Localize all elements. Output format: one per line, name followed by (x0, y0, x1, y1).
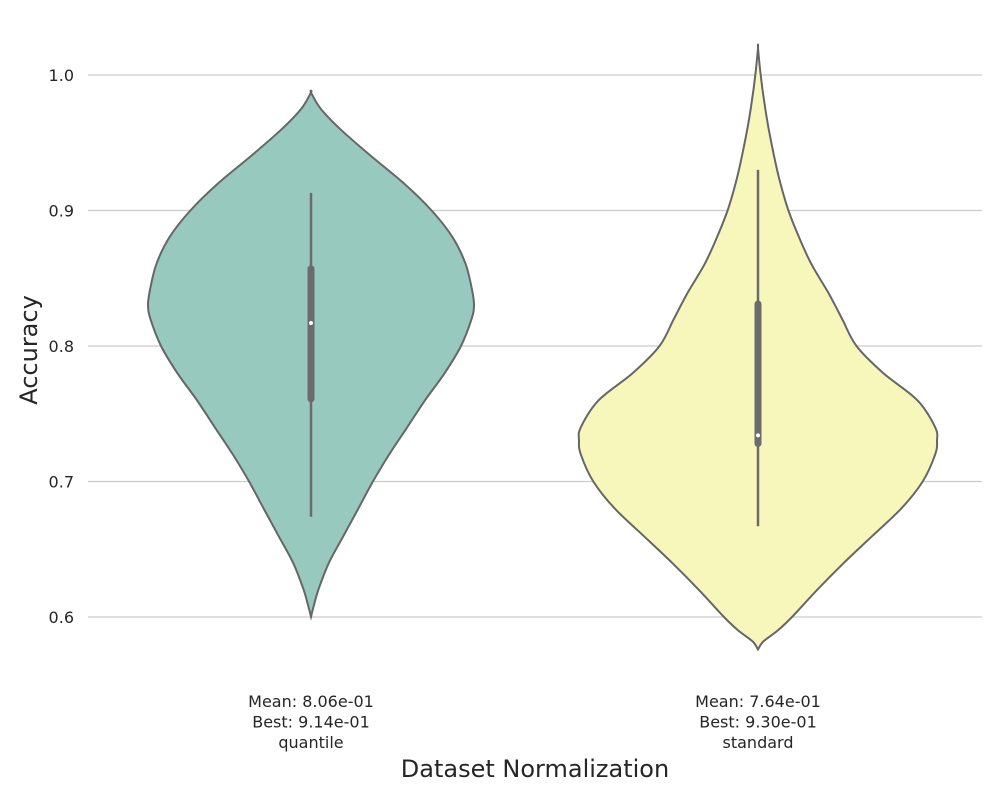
y-tick-label: 1.0 (49, 66, 74, 85)
median-point-quantile (309, 320, 313, 325)
y-tick-label: 0.6 (49, 608, 74, 627)
median-point-standard (756, 433, 760, 438)
category-label-standard: standard (723, 733, 794, 752)
category-label-standard: Mean: 7.64e-01 (695, 692, 821, 711)
category-label-standard: Best: 9.30e-01 (699, 713, 817, 732)
x-axis-label: Dataset Normalization (401, 755, 669, 783)
violins (146, 43, 939, 652)
category-label-quantile: Mean: 8.06e-01 (248, 692, 374, 711)
category-label-quantile: quantile (278, 733, 343, 752)
y-tick-label: 0.7 (49, 473, 74, 492)
category-label-quantile: Best: 9.14e-01 (252, 713, 370, 732)
y-tick-labels: 0.6 0.7 0.8 0.9 1.0 (49, 66, 74, 627)
y-tick-label: 0.9 (49, 202, 74, 221)
y-axis-label: Accuracy (15, 295, 43, 405)
y-tick-label: 0.8 (49, 337, 74, 356)
